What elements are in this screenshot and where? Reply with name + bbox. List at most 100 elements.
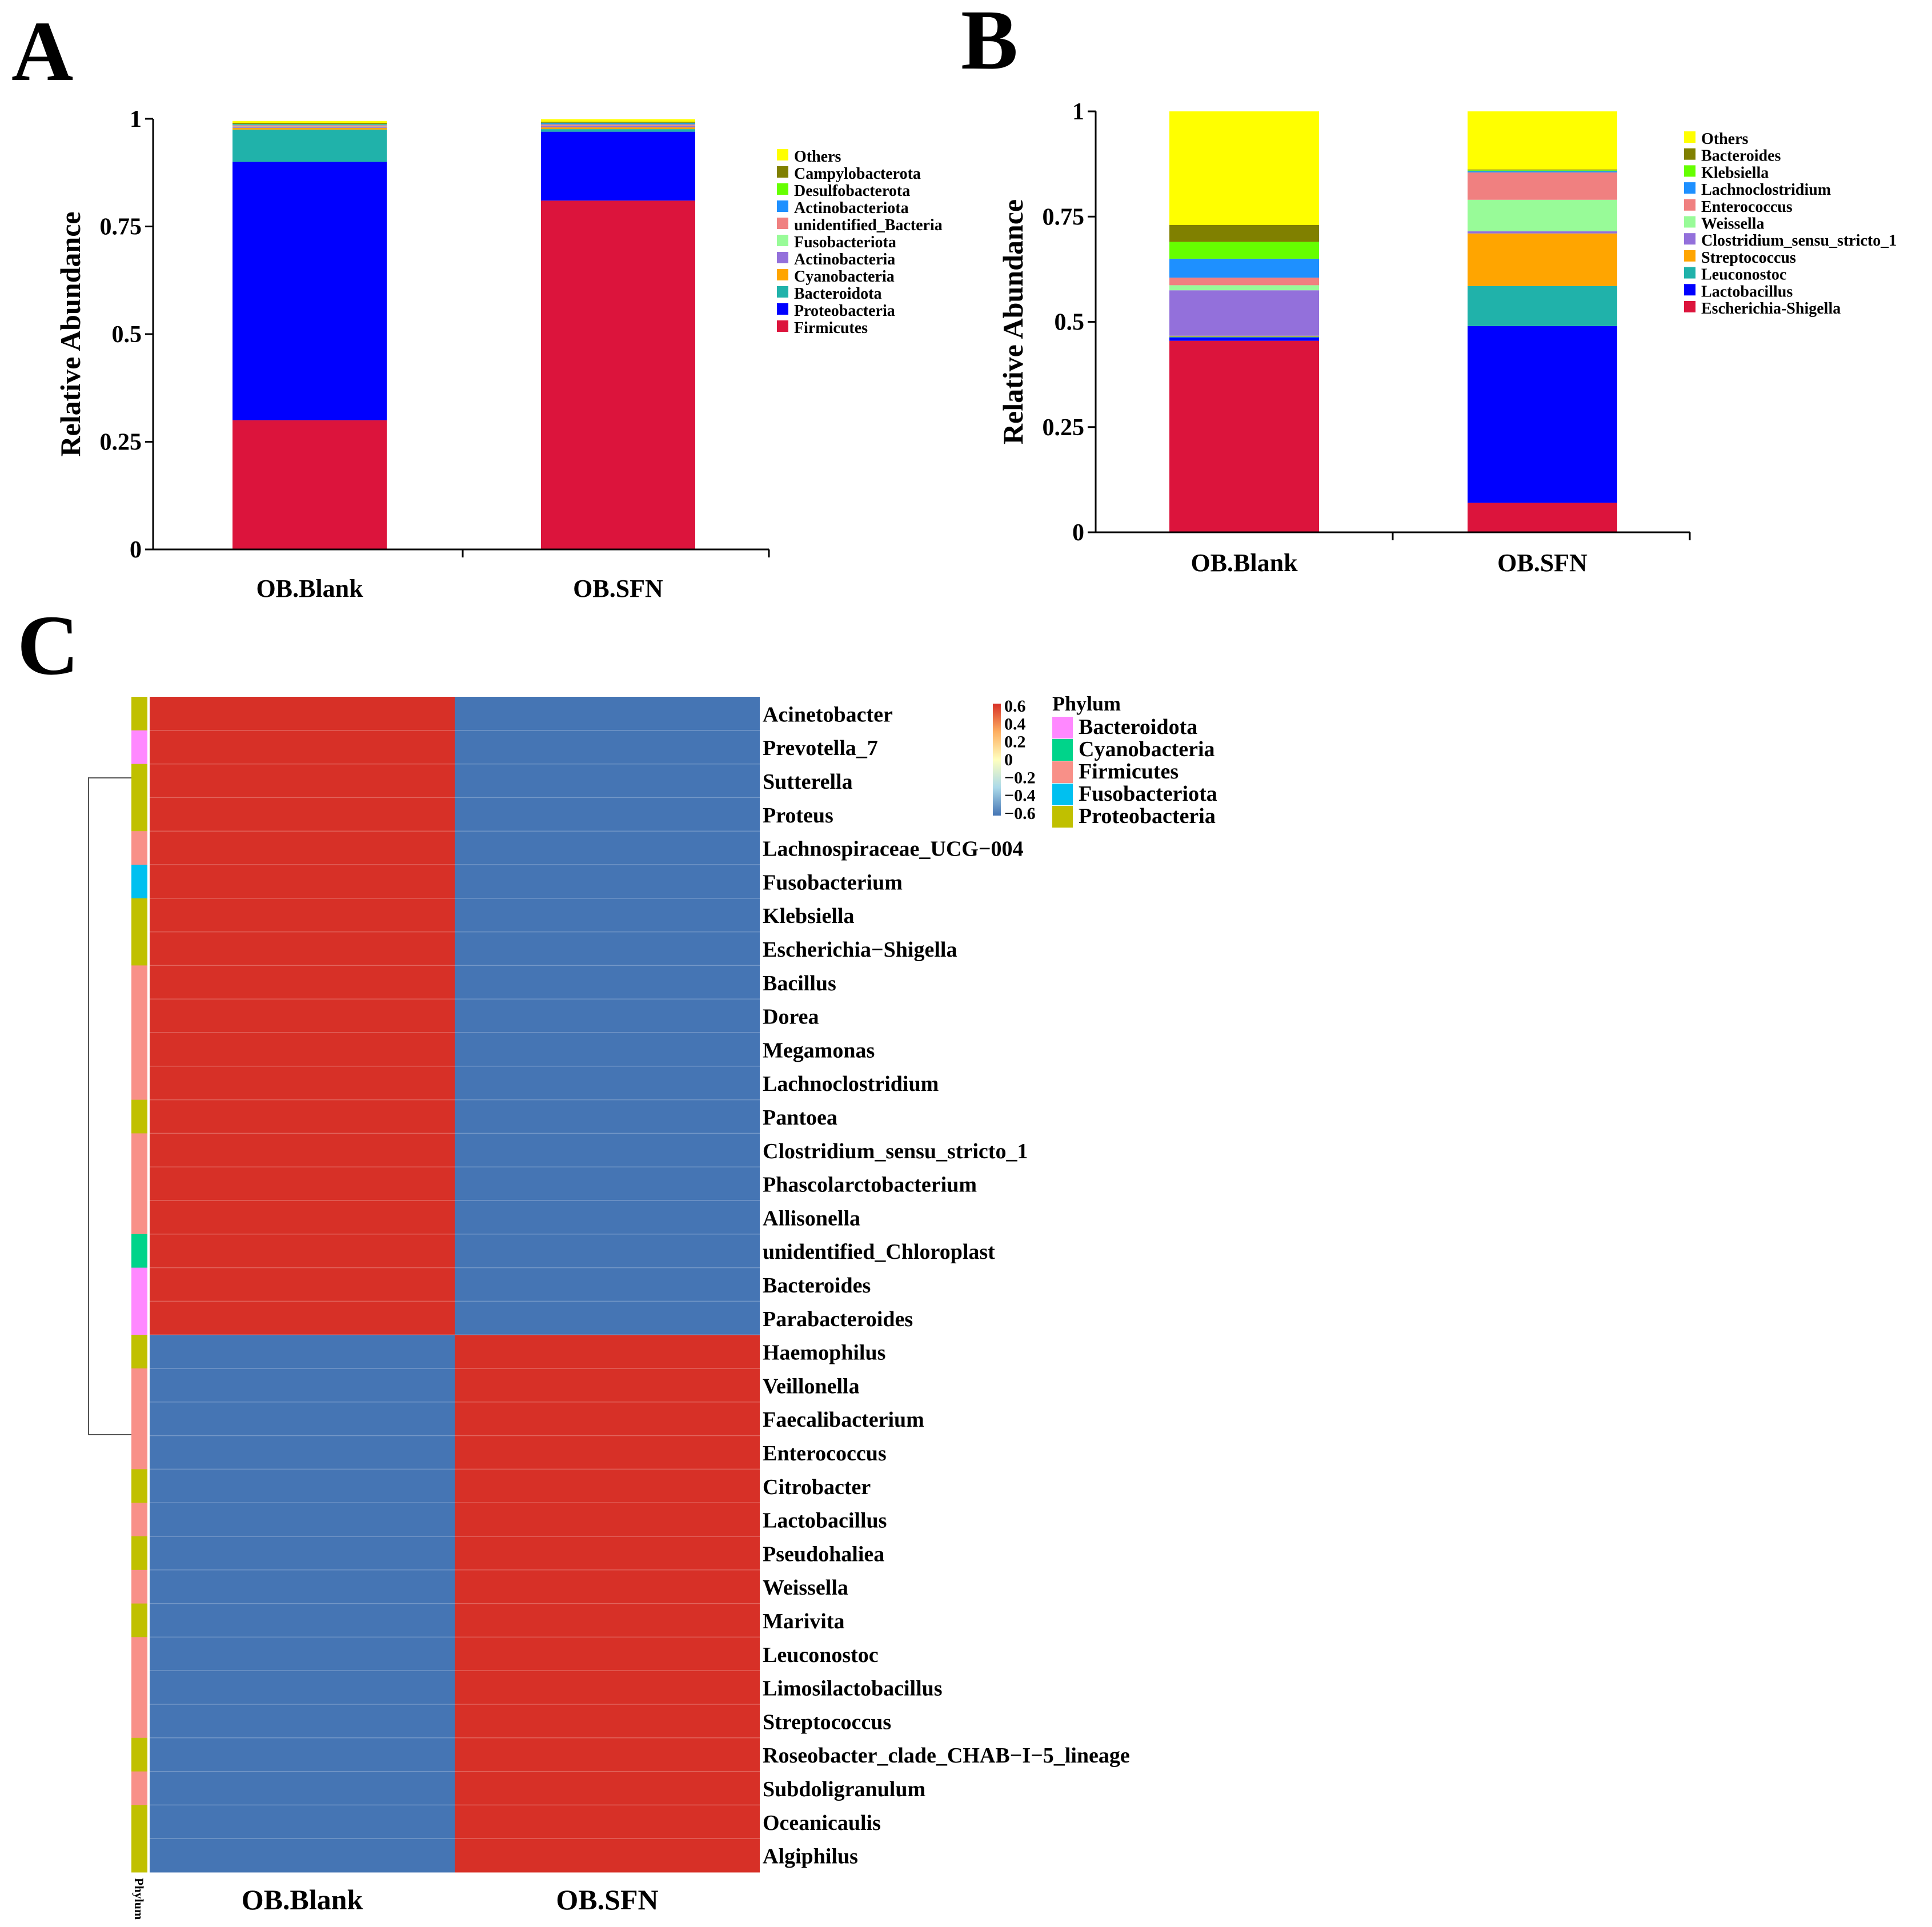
heatmap-cell	[455, 1167, 760, 1201]
y-tick-label: 0.25	[100, 429, 142, 456]
panel-a-chart: OB.Blank OB.SFN 0 0.25 0.5 0.75 1 Relative Abun…	[54, 106, 943, 603]
panel-c-heatmap: Acinetobacter Prevotella_7 Sutterella Prote…	[88, 692, 1217, 1920]
heatmap-cell	[150, 1033, 455, 1067]
phylum-annotation-cell	[131, 965, 147, 999]
x-tick-label: OB.Blank	[256, 575, 363, 603]
heatmap-cell	[150, 1503, 455, 1537]
legend-item: Cyanobacteria	[794, 268, 895, 286]
bar-segment-others	[1169, 111, 1319, 225]
heatmap-cell	[150, 764, 455, 798]
row-label: Algiphilus	[763, 1845, 858, 1869]
legend-item: Clostridium_sensu_stricto_1	[1701, 232, 1897, 250]
colorbar-tick-label: −0.6	[1004, 804, 1036, 823]
heatmap-cell	[455, 1671, 760, 1705]
heatmap-cell	[455, 965, 760, 999]
phylum-annotation-cell	[131, 1704, 147, 1739]
heatmap-cell	[150, 1402, 455, 1436]
heatmap-cell	[150, 932, 455, 966]
row-label: Bacteroides	[763, 1274, 871, 1298]
heatmap-cell	[455, 1099, 760, 1134]
bar-segment-streptococcus	[1468, 233, 1617, 286]
phylum-annotation-cell	[131, 1267, 147, 1302]
phylum-legend-item: Bacteroidota	[1079, 715, 1197, 739]
heatmap-cell	[150, 1671, 455, 1705]
annotation-label: Phylum	[132, 1878, 146, 1920]
heatmap-cell	[150, 1167, 455, 1201]
heatmap-cell	[150, 1737, 455, 1772]
y-tick-label: 0.5	[112, 322, 142, 348]
heatmap-cell	[150, 1066, 455, 1101]
bar-segment-escherichia-shigella	[1169, 340, 1319, 532]
legend-swatch	[1684, 199, 1695, 211]
phylum-annotation-cell	[131, 1335, 147, 1369]
y-tick-label: 1	[130, 106, 142, 133]
heatmap-cell	[150, 1603, 455, 1637]
x-tick-label: OB.SFN	[573, 575, 663, 603]
bar-segment-others	[233, 121, 387, 123]
column-label: OB.SFN	[556, 1884, 658, 1916]
bar-segment-cyanobacteria	[233, 127, 387, 130]
heatmap-cell	[150, 1267, 455, 1302]
legend-item: Actinobacteriota	[794, 199, 909, 217]
row-label: Proteus	[763, 804, 833, 828]
bar-segment-actinobacteriota	[541, 123, 695, 125]
heatmap-cell	[455, 1637, 760, 1671]
y-tick-label: 1	[1072, 99, 1084, 125]
phylum-annotation-cell	[131, 1805, 147, 1839]
bar-segment-lachnoclostridium	[1468, 171, 1617, 172]
bar-segment-actinobacteriota	[233, 124, 387, 126]
legend-item: Klebsiella	[1701, 164, 1769, 182]
bar-segment-enterococcus	[1169, 278, 1319, 286]
bar-segment-bacteroidota	[233, 129, 387, 162]
heatmap-cell	[455, 1033, 760, 1067]
phylum-annotation-cell	[131, 1301, 147, 1335]
phylum-legend-swatch	[1052, 784, 1073, 805]
heatmap-cell	[150, 1234, 455, 1268]
heatmap-cell	[455, 1838, 760, 1873]
phylum-annotation-cell	[131, 898, 147, 933]
column-label: OB.Blank	[242, 1884, 363, 1916]
phylum-annotation-cell	[131, 1133, 147, 1167]
heatmap-cell	[455, 1066, 760, 1101]
phylum-annotation-cell	[131, 1569, 147, 1604]
phylum-legend-swatch	[1052, 806, 1073, 828]
colorbar-tick-label: −0.4	[1004, 786, 1036, 805]
bar-segment-firmicutes	[233, 420, 387, 549]
bar-segment-firmicutes	[541, 200, 695, 549]
row-label: Subdoligranulum	[763, 1777, 925, 1801]
legend-item: Enterococcus	[1701, 198, 1793, 216]
heatmap-cell	[455, 932, 760, 966]
heatmap-cell	[150, 1201, 455, 1235]
heatmap-cell	[455, 1435, 760, 1470]
row-label: Faecalibacterium	[763, 1408, 924, 1432]
y-tick-label: 0.75	[100, 214, 142, 240]
heatmap-cell	[455, 831, 760, 865]
legend-item: Actinobacteria	[794, 251, 895, 268]
bar-segment-lactobacillus	[1468, 326, 1617, 503]
phylum-annotation-cell	[131, 797, 147, 832]
bar-segment-desulfobacterota	[233, 124, 387, 125]
legend-item: Others	[1701, 130, 1749, 148]
heatmap-cell	[455, 1737, 760, 1772]
bar-segment-unidentified_bacteria	[233, 125, 387, 127]
panel-letter-a: A	[11, 4, 73, 99]
legend-item: Leuconostoc	[1701, 266, 1786, 284]
legend-swatch	[1684, 250, 1695, 262]
row-label: Escherichia−Shigella	[763, 938, 957, 962]
legend-item: Bacteroides	[1701, 147, 1781, 165]
heatmap-cell	[455, 1603, 760, 1637]
heatmap-cell	[150, 1133, 455, 1167]
bar-segment-weissella	[1169, 285, 1319, 291]
heatmap-cell	[455, 898, 760, 933]
legend-swatch	[1684, 182, 1695, 194]
row-label: unidentified_Chloroplast	[763, 1240, 995, 1264]
legend-swatch	[777, 320, 788, 332]
heatmap-cell	[455, 1805, 760, 1839]
x-tick-label: OB.SFN	[1497, 549, 1588, 577]
phylum-annotation-cell	[131, 1066, 147, 1101]
phylum-annotation-cell	[131, 1671, 147, 1705]
legend-swatch	[777, 269, 788, 280]
legend-swatch	[1684, 233, 1695, 245]
heatmap-cell	[150, 831, 455, 865]
row-label: Sutterella	[763, 770, 853, 794]
